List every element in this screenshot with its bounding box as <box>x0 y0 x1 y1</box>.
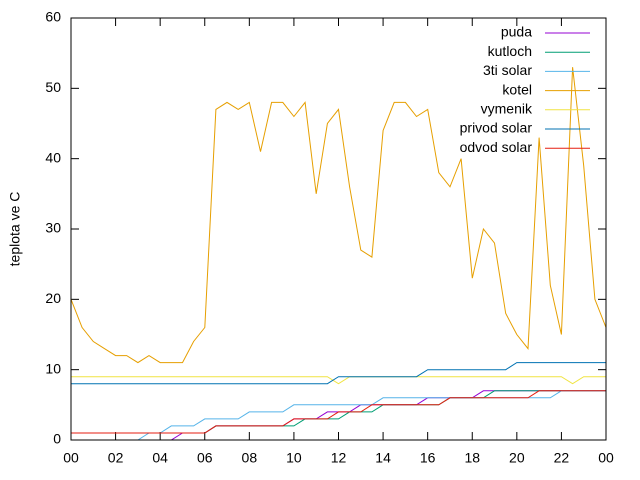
x-tick-label: 00 <box>598 450 614 466</box>
y-tick-label: 20 <box>45 290 61 306</box>
series-line <box>70 67 607 364</box>
x-tick-label: 10 <box>286 450 302 466</box>
x-tick-label: 00 <box>63 450 79 466</box>
legend-label: vymenik <box>481 101 533 117</box>
x-tick-label: 16 <box>420 450 436 466</box>
y-axis-label: teplota ve C <box>7 192 23 267</box>
legend-label: privod solar <box>460 120 533 136</box>
series-line <box>71 376 606 385</box>
x-tick-label: 22 <box>554 450 570 466</box>
plot-frame <box>70 17 607 441</box>
x-tick-label: 20 <box>509 450 525 466</box>
y-tick-label: 10 <box>45 360 61 376</box>
x-tick-label: 08 <box>242 450 258 466</box>
series-line <box>71 362 606 385</box>
legend-label: kotel <box>502 81 532 97</box>
legend-label: odvod solar <box>460 139 533 155</box>
series-line <box>71 390 606 434</box>
y-tick-label: 50 <box>45 79 61 95</box>
x-tick-label: 18 <box>464 450 480 466</box>
y-tick-label: 30 <box>45 220 61 236</box>
legend-label: puda <box>501 24 532 40</box>
y-tick-label: 60 <box>45 9 61 25</box>
legend-label: kutloch <box>488 43 532 59</box>
y-tick-label: 0 <box>53 431 61 447</box>
x-tick-label: 04 <box>152 450 168 466</box>
x-tick-label: 12 <box>331 450 347 466</box>
x-tick-label: 06 <box>197 450 213 466</box>
y-tick-label: 40 <box>45 149 61 165</box>
x-tick-label: 02 <box>108 450 124 466</box>
x-tick-label: 14 <box>375 450 391 466</box>
legend-label: 3ti solar <box>483 62 532 78</box>
